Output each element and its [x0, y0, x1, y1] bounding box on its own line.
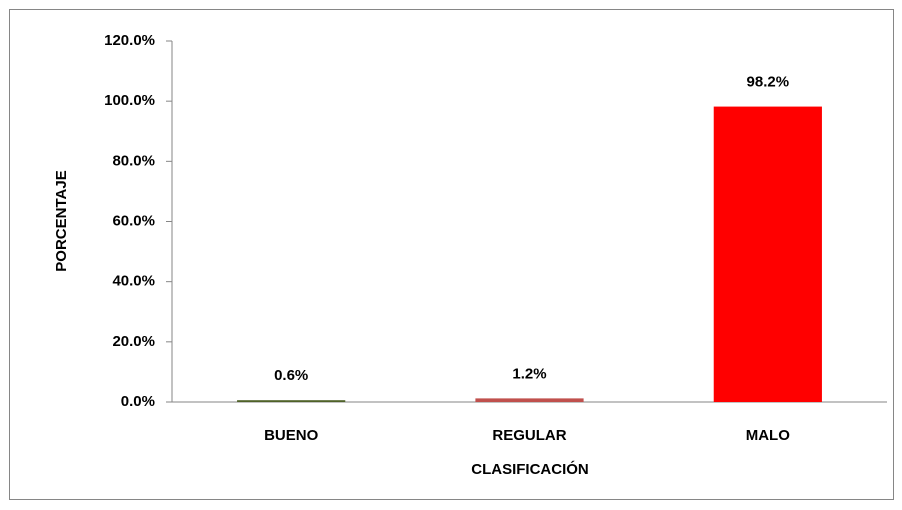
bar: [713, 106, 822, 402]
y-tick-label: 0.0%: [121, 393, 155, 410]
bar: [475, 398, 584, 402]
y-tick-label: 80.0%: [112, 152, 155, 169]
data-label: 98.2%: [747, 74, 790, 91]
y-tick-label: 100.0%: [104, 92, 155, 109]
y-tick-label: 40.0%: [112, 273, 155, 290]
y-tick-label: 20.0%: [112, 333, 155, 350]
y-tick-label: 120.0%: [104, 32, 155, 49]
data-label: 0.6%: [274, 367, 308, 384]
bar: [237, 400, 346, 402]
x-axis-title: CLASIFICACIÓN: [471, 460, 589, 478]
x-tick-label: MALO: [746, 427, 790, 444]
y-axis-title: PORCENTAJE: [53, 170, 70, 271]
x-tick-label: REGULAR: [492, 427, 566, 444]
x-tick-label: BUENO: [264, 427, 319, 444]
y-tick-label: 60.0%: [112, 212, 155, 229]
data-label: 1.2%: [512, 365, 546, 382]
